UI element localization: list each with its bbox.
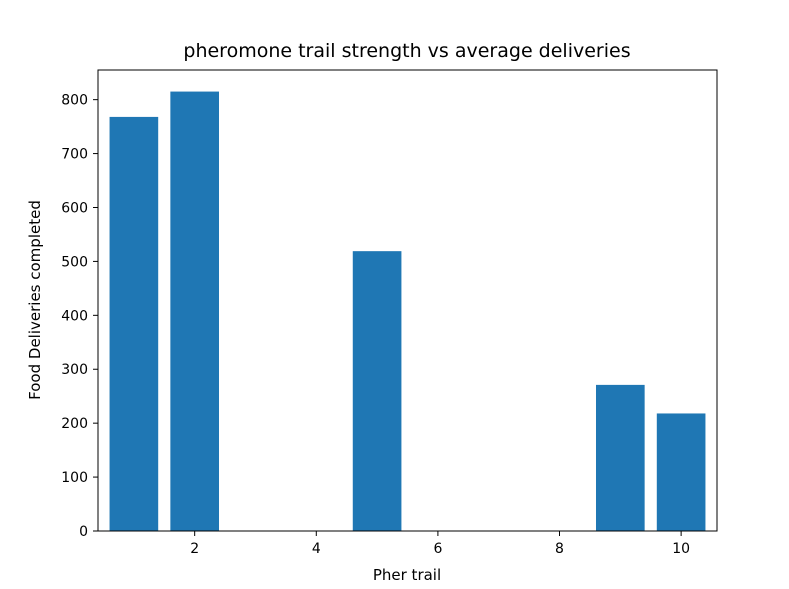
x-tick-label: 8 bbox=[555, 541, 564, 557]
y-tick-label: 500 bbox=[61, 254, 88, 270]
y-tick-label: 400 bbox=[61, 308, 88, 324]
y-tick-label: 700 bbox=[61, 147, 88, 163]
x-axis-ticks: 2 4 6 8 10 bbox=[190, 531, 690, 557]
y-tick-label: 600 bbox=[61, 200, 88, 216]
x-tick-label: 6 bbox=[433, 541, 442, 557]
y-tick-label: 0 bbox=[79, 524, 88, 540]
bar-x-10 bbox=[656, 413, 706, 531]
y-axis-ticks: 0 100 200 300 400 500 600 700 800 bbox=[61, 93, 98, 540]
y-tick-label: 200 bbox=[61, 416, 88, 432]
chart-title: pheromone trail strength vs average deli… bbox=[183, 40, 630, 62]
bars-group bbox=[109, 91, 706, 531]
y-tick-label: 100 bbox=[61, 470, 88, 486]
bar-x-2 bbox=[170, 91, 220, 531]
y-tick-label: 300 bbox=[61, 362, 88, 378]
bar-x-5 bbox=[352, 251, 402, 531]
y-axis-label: Food Deliveries completed bbox=[26, 200, 44, 400]
bar-x-1 bbox=[109, 116, 159, 531]
x-tick-label: 4 bbox=[312, 541, 321, 557]
y-tick-label: 800 bbox=[61, 93, 88, 109]
plot-frame bbox=[97, 69, 718, 532]
bar-x-9 bbox=[595, 384, 645, 531]
x-tick-label: 2 bbox=[190, 541, 199, 557]
x-axis-label: Pher trail bbox=[373, 566, 441, 584]
x-tick-label: 10 bbox=[672, 541, 690, 557]
